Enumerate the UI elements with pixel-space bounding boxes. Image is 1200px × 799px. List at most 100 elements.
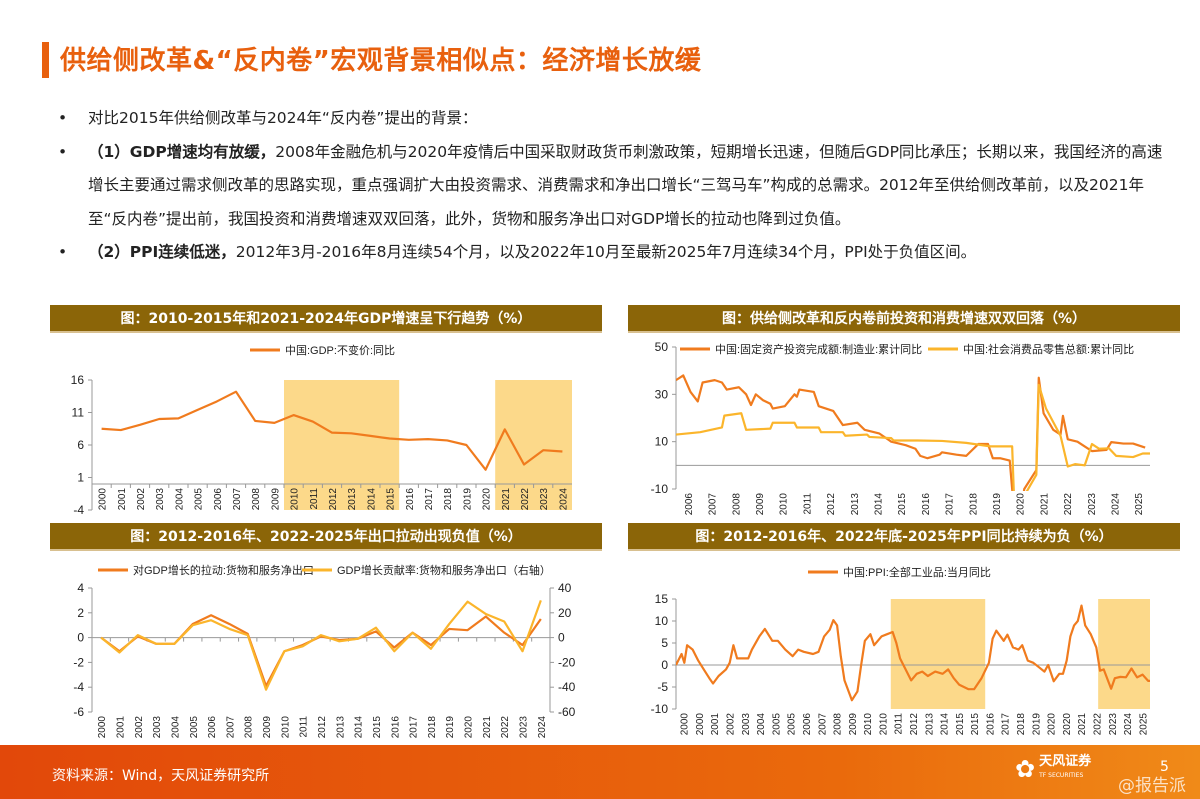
x-tick-label: 2008 [833, 713, 844, 736]
series-line-1 [676, 604, 1150, 702]
x-tick-label: 2023 [519, 716, 530, 739]
x-tick-label: 2013 [850, 493, 861, 516]
series-line-1 [101, 390, 563, 471]
x-tick-label: 2013 [335, 716, 346, 739]
x-tick-label: 2003 [152, 716, 163, 739]
x-tick-label: 2010 [863, 713, 874, 736]
y-tick-label: 5 [661, 636, 668, 650]
shaded-period [284, 380, 400, 510]
x-tick-label: 2018 [427, 716, 438, 739]
x-tick-label: 2020 [1016, 493, 1027, 516]
x-tick-label: 2022 [1092, 713, 1103, 736]
x-tick-label: 2023 [1087, 493, 1098, 516]
x-tick-label: 2002 [726, 713, 737, 736]
x-tick-label: 2016 [405, 488, 416, 511]
y-tick-label: 16 [71, 373, 85, 387]
x-tick-label: 2022 [520, 488, 531, 511]
y2-tick-label: 0 [558, 631, 565, 645]
x-tick-label: 2004 [174, 488, 185, 511]
bullet-text: 对比2015年供给侧改革与2024年“反内卷”提出的背景： [88, 109, 478, 127]
x-tick-label: 2006 [802, 713, 813, 736]
x-tick-label: 2012 [317, 716, 328, 739]
chart-4-title: 图：2012-2016年、2022年底-2025年PPI同比持续为负（%） [628, 523, 1180, 551]
shaded-period [1098, 599, 1150, 709]
page-title: 供给侧改革&“反内卷”宏观背景相似点：经济增长放缓 [60, 46, 702, 76]
series-line-1 [100, 614, 542, 688]
x-tick-label: 2017 [424, 488, 435, 511]
x-tick-label: 2019 [1031, 713, 1042, 736]
x-tick-label: 2021 [482, 716, 493, 739]
y-tick-label: 2 [77, 606, 84, 620]
x-tick-label: 2023 [539, 488, 550, 511]
chart-3-title: 图：2012-2016年、2022-2025年出口拉动出现负值（%） [50, 523, 602, 551]
investment-consumption-chart: -10 10 30 50 2006 2007 2008 2009 2010 2011 2012 201… [651, 340, 1150, 516]
x-tick-label: 2012 [826, 493, 837, 516]
legend-label: 中国:固定资产投资完成额:制造业:累计同比 [715, 342, 922, 356]
bullet-item: 对比2015年供给侧改革与2024年“反内卷”提出的背景： [58, 102, 1168, 136]
x-tick-label: 2022 [500, 716, 511, 739]
bullet-text: 2008年金融危机与2020年疫情后中国采取财政货币刺激政策，短期增长迅速，但随… [88, 142, 1163, 228]
x-tick-label: 2000 [695, 713, 706, 736]
y-tick-label: -2 [73, 655, 84, 669]
x-tick-label: 2016 [390, 716, 401, 739]
x-tick-label: 2024 [558, 488, 569, 511]
x-tick-label: 2015 [897, 493, 908, 516]
x-tick-label: 2006 [207, 716, 218, 739]
x-tick-label: 2002 [136, 488, 147, 511]
x-tick-label: 2006 [213, 488, 224, 511]
x-tick-label: 2017 [1001, 713, 1012, 736]
ppi-chart: -10 -5 0 5 10 15 2000 2000 2001 2002 2003 2004 2005 2… [651, 565, 1150, 736]
x-tick-label: 2024 [1110, 493, 1121, 516]
y2-tick-label: -40 [558, 680, 576, 694]
x-tick-label: 2012 [909, 713, 920, 736]
y-tick-label: 10 [655, 614, 669, 628]
x-tick-label: 2018 [1016, 713, 1027, 736]
y2-tick-label: -60 [558, 705, 576, 719]
x-tick-label: 2010 [280, 716, 291, 739]
x-tick-label: 2019 [445, 716, 456, 739]
x-tick-label: 2024 [537, 716, 548, 739]
x-tick-label: 2013 [347, 488, 358, 511]
bullet-item: （2）PPI连续低迷，2012年3月-2016年8月连续54个月，以及2022年… [58, 236, 1168, 270]
legend-label: 中国:PPI:全部工业品:当月同比 [843, 565, 991, 579]
x-tick-label: 2009 [270, 488, 281, 511]
x-tick-label: 2008 [731, 493, 742, 516]
x-tick-label: 2014 [366, 488, 377, 511]
x-tick-label: 2011 [309, 488, 320, 510]
x-tick-label: 2016 [921, 493, 932, 516]
x-tick-label: 2007 [817, 713, 828, 736]
chart-1-title: 图：2010-2015年和2021-2024年GDP增速呈下行趋势（%） [50, 305, 602, 333]
source-note: 资料来源：Wind，天风证券研究所 [52, 768, 270, 784]
legend-label: 中国:社会消费品零售总额:累计同比 [963, 342, 1134, 356]
x-tick-label: 2019 [462, 488, 473, 511]
x-tick-label: 2011 [299, 716, 310, 738]
y2-tick-label: -20 [558, 655, 576, 669]
y-tick-label: 4 [77, 581, 84, 595]
y-tick-label: 50 [655, 340, 669, 354]
x-tick-label: 2001 [115, 716, 126, 739]
bullet-item: （1）GDP增速均有放缓，2008年金融危机与2020年疫情后中国采取财政货币刺… [58, 136, 1168, 237]
x-tick-label: 2009 [848, 713, 859, 736]
x-tick-label: 2020 [464, 716, 475, 739]
x-tick-label: 2020 [482, 488, 493, 511]
x-tick-label: 2008 [251, 488, 262, 511]
y-tick-label: -10 [651, 482, 669, 496]
y-tick-label: -5 [657, 680, 668, 694]
x-tick-label: 2000 [98, 488, 109, 511]
x-tick-label: 2017 [409, 716, 420, 739]
y-tick-label: 0 [77, 631, 84, 645]
page-number: 5 [1160, 759, 1169, 775]
y2-tick-label: 20 [558, 606, 572, 620]
x-tick-label: 2007 [232, 488, 243, 511]
y-tick-label: 11 [72, 406, 85, 420]
series-line-2 [676, 383, 1150, 491]
y-tick-label: -10 [651, 702, 669, 716]
legend-label: 中国:GDP:不变价:同比 [285, 343, 395, 357]
x-tick-label: 2018 [443, 488, 454, 511]
logo-text: 天风证券 TF SECURITIES [1039, 754, 1092, 780]
x-tick-label: 2014 [873, 493, 884, 516]
x-tick-label: 2025 [1138, 713, 1149, 736]
x-tick-label: 2005 [771, 713, 782, 736]
